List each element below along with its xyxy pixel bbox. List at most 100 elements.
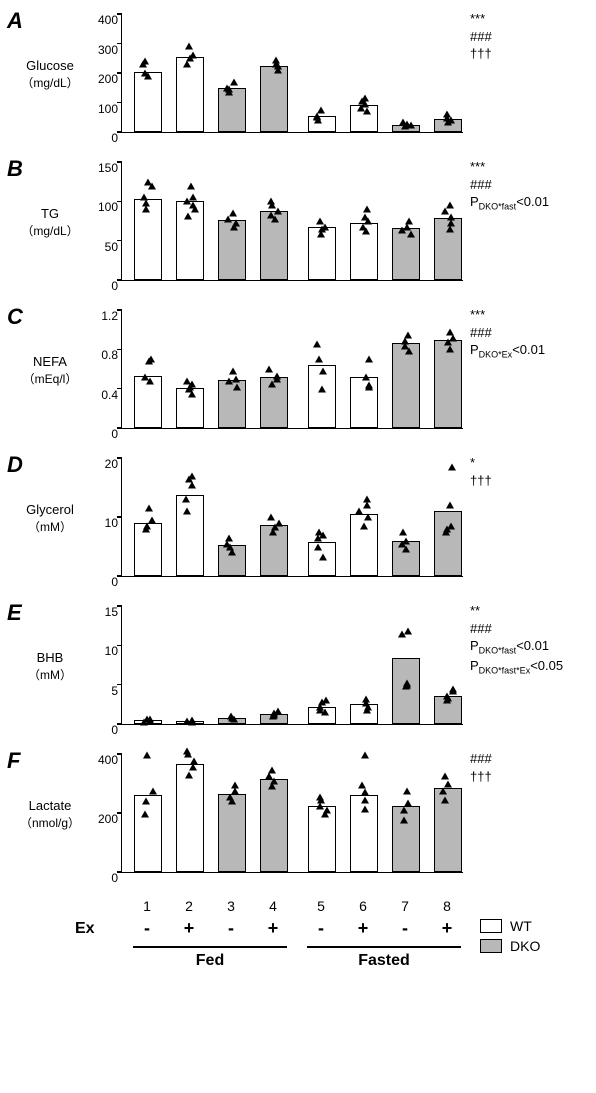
data-point-icon — [144, 178, 152, 185]
ex-label: Ex — [75, 920, 95, 938]
data-point-icon — [365, 356, 373, 363]
bar-group — [134, 795, 162, 872]
y-tick-label: 300 — [84, 43, 118, 57]
data-point-icon — [361, 95, 369, 102]
data-point-icon — [443, 111, 451, 118]
data-point-icon — [227, 713, 235, 720]
y-tick-label: 50 — [84, 240, 118, 254]
bar — [134, 72, 162, 132]
plot: 01020 — [121, 459, 463, 577]
panel-label: D — [7, 452, 23, 478]
data-point-icon — [188, 472, 196, 479]
data-point-icon — [267, 514, 275, 521]
x-number: 4 — [259, 898, 287, 914]
data-point-icon — [439, 787, 447, 794]
significance-annotations: ***###PDKO*Ex<0.01 — [470, 306, 590, 361]
y-tick-mark — [117, 575, 122, 577]
y-tick-label: 0 — [84, 427, 118, 441]
bar-group — [392, 658, 420, 724]
y-label-unit: （mg/dL） — [21, 74, 78, 91]
x-ex-value: + — [433, 918, 461, 939]
data-point-icon — [314, 543, 322, 550]
data-point-icon — [149, 787, 157, 794]
data-point-icon — [187, 182, 195, 189]
data-point-icon — [355, 508, 363, 515]
data-point-icon — [316, 793, 324, 800]
panel-label: E — [7, 600, 22, 626]
bar — [392, 806, 420, 872]
data-point-icon — [358, 781, 366, 788]
data-point-icon — [315, 356, 323, 363]
data-point-icon — [185, 43, 193, 50]
data-point-icon — [441, 796, 449, 803]
data-point-icon — [189, 52, 197, 59]
y-tick-label: 10 — [84, 644, 118, 658]
bar — [392, 343, 420, 428]
data-point-icon — [361, 805, 369, 812]
data-point-icon — [147, 356, 155, 363]
y-label-unit: （mEq/l） — [23, 370, 78, 387]
sig-text: PDKO*Ex<0.01 — [470, 341, 590, 361]
sig-text: ### — [470, 28, 590, 46]
panels-holder: AGlucose（mg/dL）0100200300400***###†††BTG… — [5, 10, 586, 898]
data-point-icon — [275, 519, 283, 526]
sig-text: ††† — [470, 472, 590, 490]
bar-group — [218, 794, 246, 872]
data-point-icon — [313, 341, 321, 348]
data-point-icon — [363, 496, 371, 503]
y-tick-label: 0 — [84, 575, 118, 589]
sig-text: PDKO*fast*Ex<0.05 — [470, 657, 590, 677]
data-point-icon — [404, 799, 412, 806]
data-point-icon — [141, 373, 149, 380]
data-point-icon — [274, 708, 282, 715]
data-point-icon — [361, 752, 369, 759]
sig-text: ### — [470, 620, 590, 638]
bar-group — [260, 779, 288, 872]
bar-group — [308, 365, 336, 428]
y-label-main: Glycerol — [26, 503, 74, 517]
y-tick-label: 5 — [84, 684, 118, 698]
data-point-icon — [322, 697, 330, 704]
panel-C: CNEFA（mEq/l）00.40.81.2***###PDKO*Ex<0.01 — [5, 306, 586, 454]
y-tick-mark — [117, 684, 122, 686]
y-tick-mark — [117, 240, 122, 242]
data-point-icon — [315, 528, 323, 535]
y-tick-mark — [117, 388, 122, 390]
y-tick-mark — [117, 427, 122, 429]
data-point-icon — [404, 331, 412, 338]
data-point-icon — [232, 220, 240, 227]
data-point-icon — [190, 758, 198, 765]
y-tick-label: 150 — [84, 161, 118, 175]
data-point-icon — [145, 505, 153, 512]
data-point-icon — [267, 198, 275, 205]
data-point-icon — [441, 773, 449, 780]
panel-label: A — [7, 8, 23, 34]
y-tick-mark — [117, 13, 122, 15]
x-ex-value: + — [259, 918, 287, 939]
legend-swatch — [480, 919, 502, 933]
x-ex-value: + — [349, 918, 377, 939]
y-label-main: BHB — [37, 651, 64, 665]
y-tick-label: 0 — [84, 871, 118, 885]
bar — [434, 511, 462, 576]
panel-D: DGlycerol（mM）01020*††† — [5, 454, 586, 602]
data-point-icon — [233, 383, 241, 390]
y-labels: TG（mg/dL） — [27, 158, 73, 288]
data-point-icon — [142, 798, 150, 805]
bar-group — [392, 343, 420, 428]
data-point-icon — [273, 372, 281, 379]
data-point-icon — [400, 807, 408, 814]
y-tick-mark — [117, 812, 122, 814]
data-point-icon — [446, 502, 454, 509]
sig-text: ††† — [470, 768, 590, 786]
y-tick-mark — [117, 102, 122, 104]
x-axis-area: 12345678 Ex -+-+-+-+ FedFasted — [83, 898, 463, 978]
x-ex-value: - — [217, 918, 245, 939]
sig-text: *** — [470, 10, 590, 28]
data-point-icon — [185, 771, 193, 778]
data-point-icon — [146, 715, 154, 722]
y-label-main: Glucose — [26, 59, 74, 73]
data-point-icon — [141, 70, 149, 77]
x-number: 6 — [349, 898, 377, 914]
y-tick-mark — [117, 753, 122, 755]
